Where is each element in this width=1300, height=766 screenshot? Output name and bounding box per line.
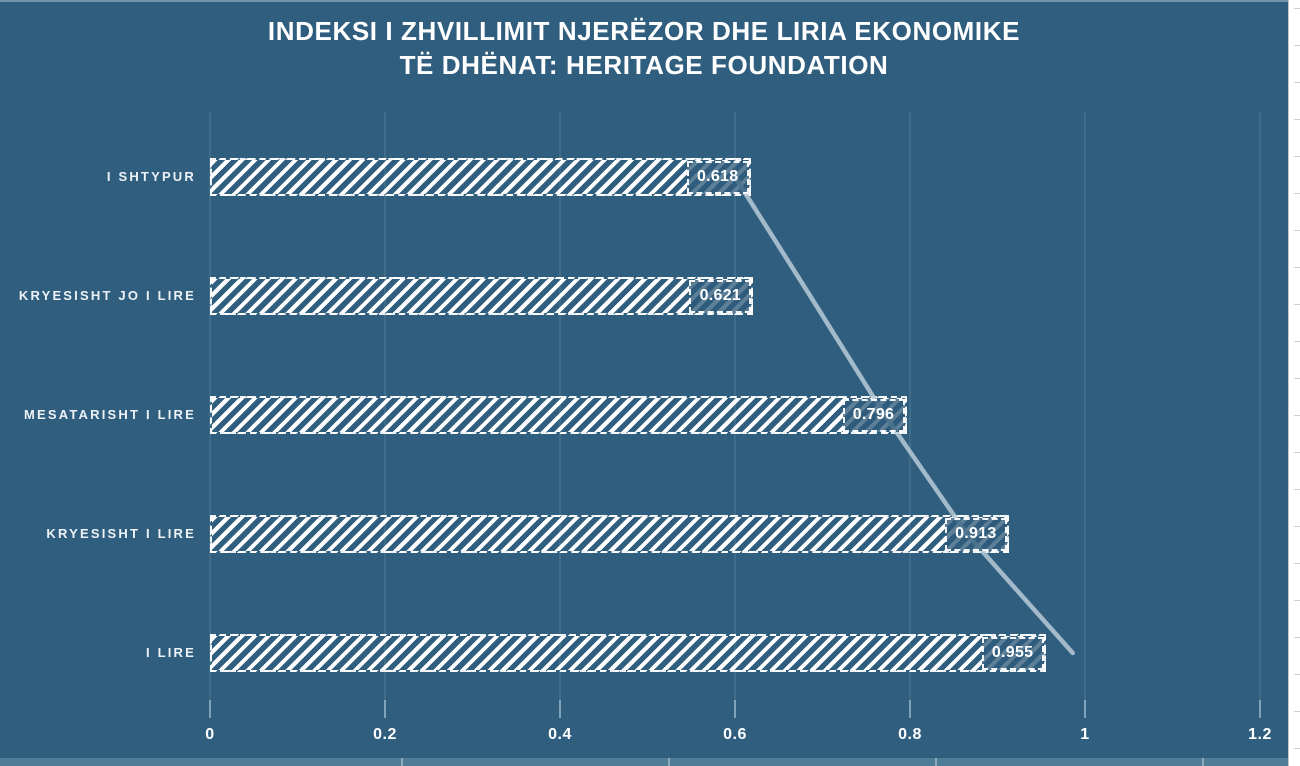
chart-title-line2: TË DHËNAT: HERITAGE FOUNDATION	[399, 50, 889, 80]
x-tick-label: 1.2	[1248, 726, 1272, 743]
category-label: KRYESISHT I LIRE	[46, 526, 196, 541]
axis-tick	[1084, 700, 1086, 718]
category-label: KRYESISHT JO I LIRE	[18, 288, 196, 303]
axis-tick	[384, 700, 386, 718]
axis-tick	[734, 700, 736, 718]
x-tick-label: 1	[1080, 726, 1090, 743]
x-tick-label: 0.6	[723, 726, 747, 743]
chart-top-edge	[0, 0, 1288, 2]
category-label: MESATARISHT I LIRE	[23, 407, 196, 422]
x-tick-label: 0.2	[373, 726, 397, 743]
value-label: 0.618	[686, 161, 749, 194]
chart-title: INDEKSI I ZHVILLIMIT NJERËZOR DHE LIRIA …	[0, 14, 1288, 82]
bar	[210, 277, 754, 315]
spreadsheet-right-edge	[1288, 0, 1300, 766]
value-label: 0.796	[842, 399, 905, 432]
gridline	[1084, 112, 1086, 718]
x-tick-label: 0	[205, 726, 215, 743]
value-label: 0.955	[981, 637, 1044, 670]
spreadsheet-bottom-edge	[0, 758, 1288, 766]
bar	[210, 158, 751, 196]
axis-tick	[559, 700, 561, 718]
axis-tick	[1259, 700, 1261, 718]
gridline	[1259, 112, 1261, 718]
value-label: 0.621	[689, 280, 752, 313]
x-tick-label: 0.8	[898, 726, 922, 743]
axis-tick	[209, 700, 211, 718]
x-tick-label: 0.4	[548, 726, 572, 743]
axis-tick	[909, 700, 911, 718]
chart-title-line1: INDEKSI I ZHVILLIMIT NJERËZOR DHE LIRIA …	[267, 16, 1021, 46]
spreadsheet-row-gridlines	[1294, 0, 1300, 766]
value-label: 0.913	[944, 518, 1007, 551]
category-label: I SHTYPUR	[106, 169, 196, 184]
category-label: I LIRE	[145, 645, 196, 660]
